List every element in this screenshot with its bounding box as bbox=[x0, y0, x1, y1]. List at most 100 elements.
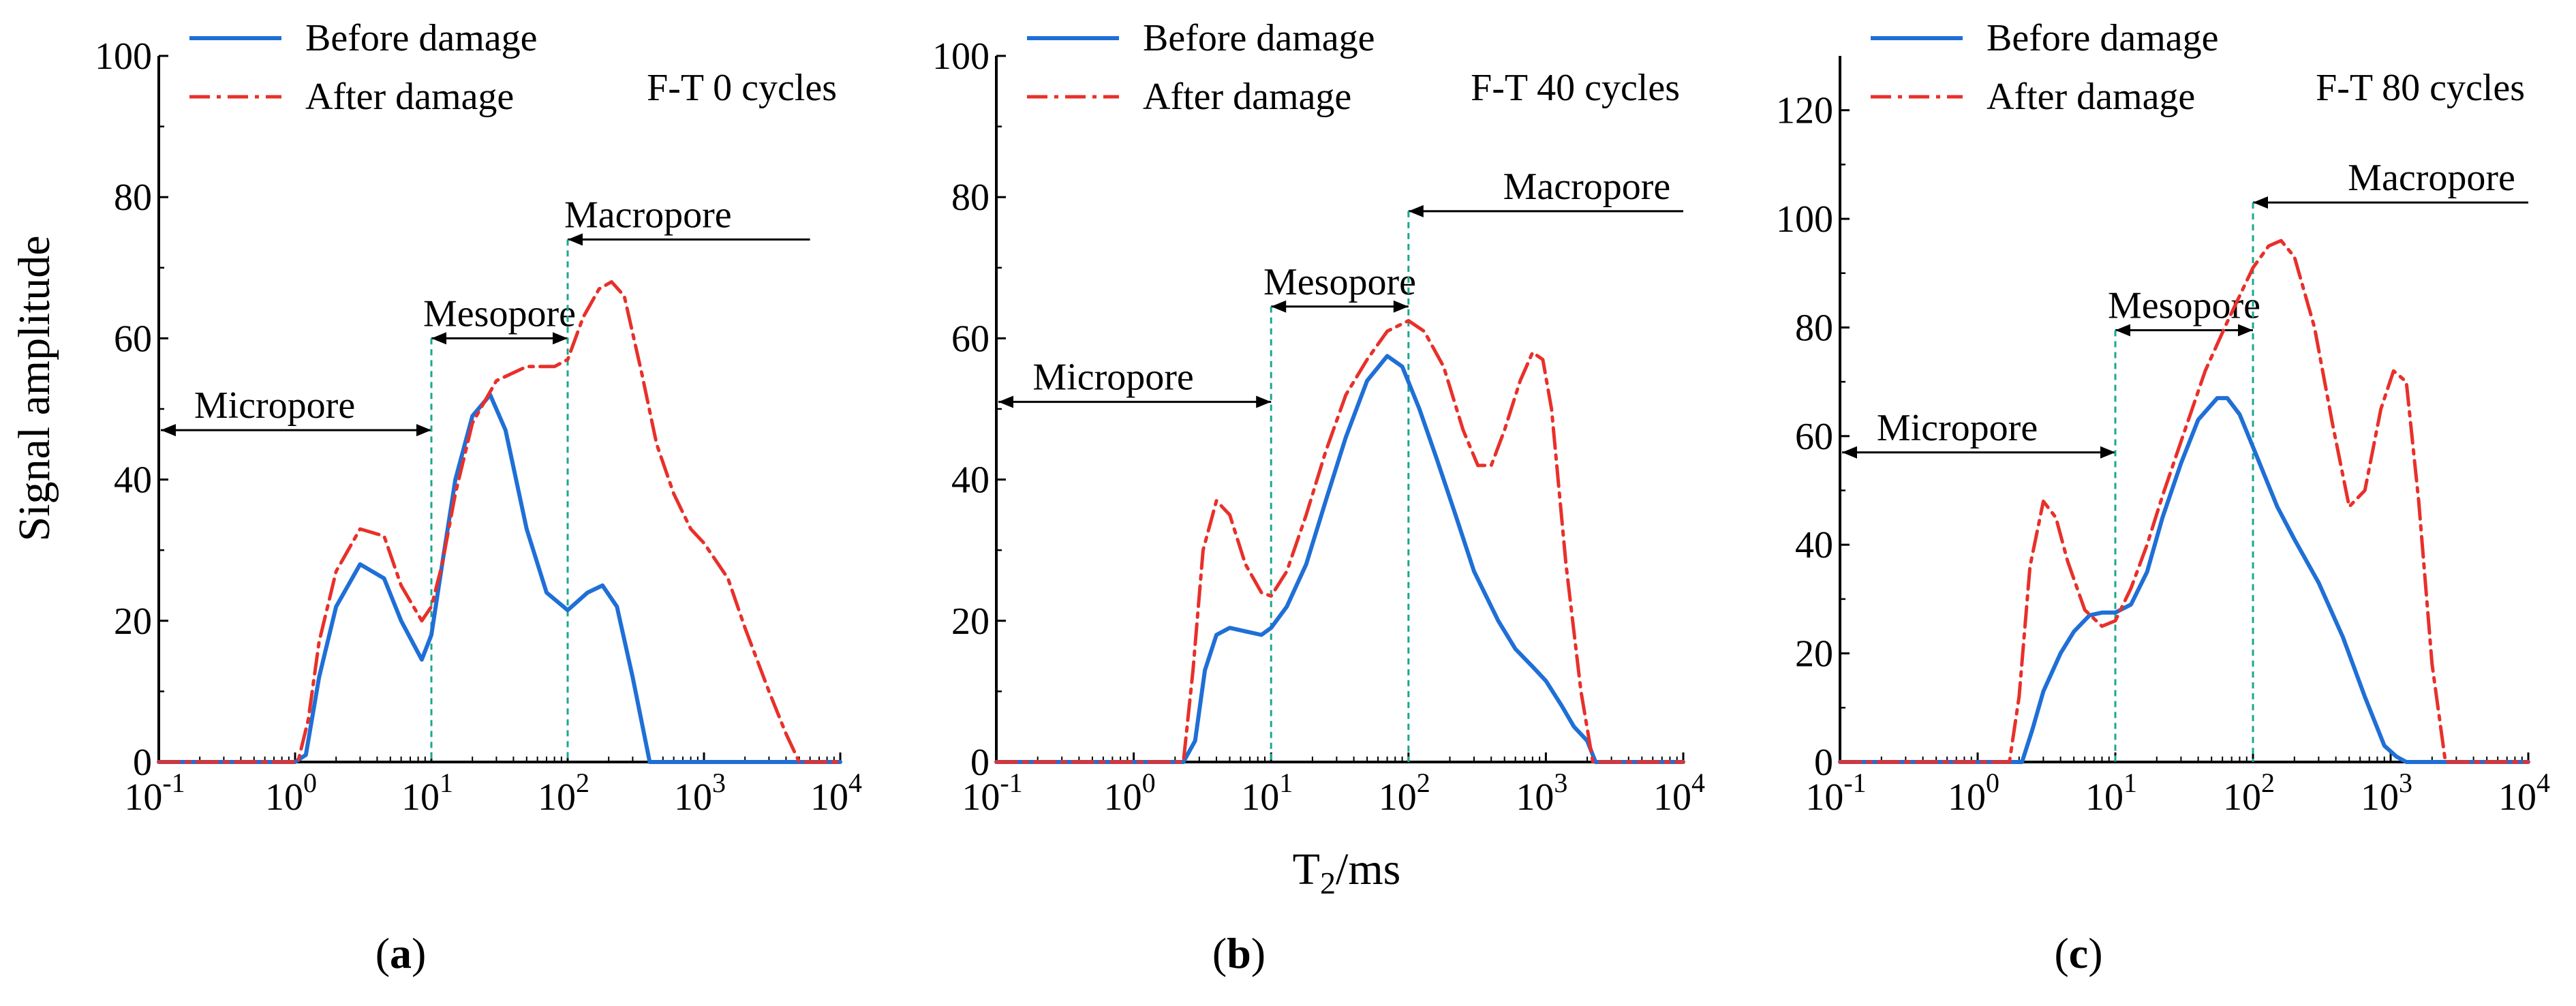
y-tick-label: 60 bbox=[951, 318, 990, 360]
y-tick-label: 80 bbox=[114, 177, 152, 219]
x-tick-exponent: 2 bbox=[2261, 767, 2275, 798]
x-tick-exponent: -1 bbox=[1000, 767, 1022, 798]
arrowhead-left bbox=[431, 332, 446, 345]
legend-label-before: Before damage bbox=[1987, 17, 2218, 59]
arrowhead-left bbox=[1842, 446, 1857, 459]
x-tick-exponent: 0 bbox=[1986, 767, 1999, 798]
x-tick-base: 10 bbox=[2498, 776, 2536, 819]
panel-letter: (b) bbox=[1212, 929, 1266, 977]
arrowhead-left bbox=[1408, 204, 1424, 217]
x-tick-exponent: 0 bbox=[1142, 767, 1156, 798]
y-tick-label: 40 bbox=[114, 459, 152, 502]
series-line-before-damage bbox=[1838, 396, 2530, 764]
x-tick-exponent: 3 bbox=[712, 767, 726, 798]
panel-letter-text: a bbox=[390, 929, 412, 977]
arrowhead-left bbox=[568, 233, 583, 246]
x-tick-exponent: -1 bbox=[1843, 767, 1866, 798]
condition-label: F-T 0 cycles bbox=[647, 67, 837, 109]
pore-label-mesopore: Mesopore bbox=[1263, 261, 1416, 303]
series-line-before-damage bbox=[157, 393, 842, 764]
x-tick-base: 10 bbox=[1104, 776, 1142, 819]
legend-label-after: After damage bbox=[1987, 76, 2195, 118]
y-tick-label: 100 bbox=[932, 35, 990, 78]
x-axis-title-subscript: 2 bbox=[1320, 866, 1336, 900]
x-tick-base: 10 bbox=[810, 776, 848, 819]
series-line-after-damage bbox=[157, 280, 842, 764]
panel-letter: (c) bbox=[2054, 929, 2102, 977]
pore-label-mesopore: Mesopore bbox=[2108, 284, 2260, 326]
panel-letter: (a) bbox=[375, 929, 427, 977]
x-tick-exponent: 3 bbox=[2399, 767, 2412, 798]
series-line-after-damage bbox=[1838, 239, 2530, 764]
panel-letter-open-paren: ( bbox=[375, 929, 390, 977]
y-tick-label: 0 bbox=[1814, 742, 1833, 784]
condition-label: F-T 80 cycles bbox=[2316, 67, 2525, 109]
x-tick-exponent: 2 bbox=[1417, 767, 1430, 798]
pore-label-micropore: Micropore bbox=[1032, 356, 1193, 399]
y-tick-label: 0 bbox=[970, 742, 990, 784]
x-tick-exponent: 3 bbox=[1554, 767, 1567, 798]
x-tick-exponent: 1 bbox=[1279, 767, 1293, 798]
arrowhead-right bbox=[553, 332, 568, 345]
panel-letter-open-paren: ( bbox=[2054, 929, 2068, 977]
x-tick-base: 10 bbox=[538, 776, 576, 819]
x-tick-base: 10 bbox=[674, 776, 712, 819]
x-tick-label: 101 bbox=[401, 767, 453, 819]
x-tick-label: 104 bbox=[1653, 767, 1705, 819]
x-tick-exponent: 4 bbox=[848, 767, 862, 798]
panel-letter-close-paren: ) bbox=[1251, 929, 1266, 977]
x-tick-label: 10-1 bbox=[124, 767, 185, 819]
x-tick-label: 10-1 bbox=[1805, 767, 1866, 819]
x-tick-label: 102 bbox=[2223, 767, 2275, 819]
x-tick-base: 10 bbox=[1379, 776, 1417, 819]
x-tick-base: 10 bbox=[2223, 776, 2261, 819]
x-tick-label: 100 bbox=[1948, 767, 1999, 819]
arrowhead-right bbox=[2238, 324, 2253, 337]
y-axis-title: Signal amplitude bbox=[10, 235, 59, 541]
series-line-before-damage bbox=[994, 354, 1685, 764]
x-tick-base: 10 bbox=[962, 776, 1000, 819]
x-tick-base: 10 bbox=[1241, 776, 1279, 819]
x-tick-base: 10 bbox=[401, 776, 440, 819]
panel-letter-close-paren: ) bbox=[412, 929, 426, 977]
x-axis-title: T2/ms bbox=[1293, 844, 1401, 900]
arrowhead-left bbox=[2115, 324, 2130, 337]
pore-label-macropore: Macropore bbox=[564, 194, 732, 236]
condition-label: F-T 40 cycles bbox=[1471, 67, 1680, 109]
x-tick-base: 10 bbox=[265, 776, 303, 819]
x-tick-exponent: 4 bbox=[1691, 767, 1705, 798]
x-tick-label: 103 bbox=[2361, 767, 2412, 819]
y-tick-label: 120 bbox=[1776, 90, 1833, 132]
legend-label-before: Before damage bbox=[1143, 17, 1375, 59]
x-tick-label: 100 bbox=[265, 767, 317, 819]
y-tick-label: 20 bbox=[1795, 633, 1833, 675]
y-tick-label: 40 bbox=[1795, 524, 1833, 566]
legend-label-after: After damage bbox=[305, 76, 514, 118]
x-tick-exponent: 1 bbox=[2123, 767, 2137, 798]
pore-label-mesopore: Mesopore bbox=[423, 292, 576, 335]
y-tick-label: 20 bbox=[951, 600, 990, 643]
x-tick-label: 100 bbox=[1104, 767, 1156, 819]
x-tick-label: 10-1 bbox=[962, 767, 1022, 819]
x-tick-base: 10 bbox=[1805, 776, 1843, 819]
legend-label-before: Before damage bbox=[305, 17, 537, 59]
x-tick-label: 101 bbox=[2085, 767, 2137, 819]
panel-letter-close-paren: ) bbox=[2088, 929, 2102, 977]
y-tick-label: 20 bbox=[114, 600, 152, 643]
legend-label-after: After damage bbox=[1143, 76, 1351, 118]
x-tick-label: 104 bbox=[2498, 767, 2550, 819]
panel-letter-text: c bbox=[2069, 929, 2088, 977]
arrowhead-left bbox=[998, 395, 1013, 408]
y-tick-label: 80 bbox=[1795, 307, 1833, 349]
panel-letter-open-paren: ( bbox=[1212, 929, 1227, 977]
x-axis-title-main: T bbox=[1293, 844, 1320, 894]
x-tick-label: 101 bbox=[1241, 767, 1293, 819]
y-tick-label: 0 bbox=[133, 742, 152, 784]
pore-label-micropore: Micropore bbox=[1877, 407, 2038, 449]
arrowhead-right bbox=[2100, 446, 2115, 459]
arrowhead-left bbox=[2253, 196, 2268, 209]
x-tick-base: 10 bbox=[2361, 776, 2399, 819]
y-tick-label: 60 bbox=[1795, 416, 1833, 458]
